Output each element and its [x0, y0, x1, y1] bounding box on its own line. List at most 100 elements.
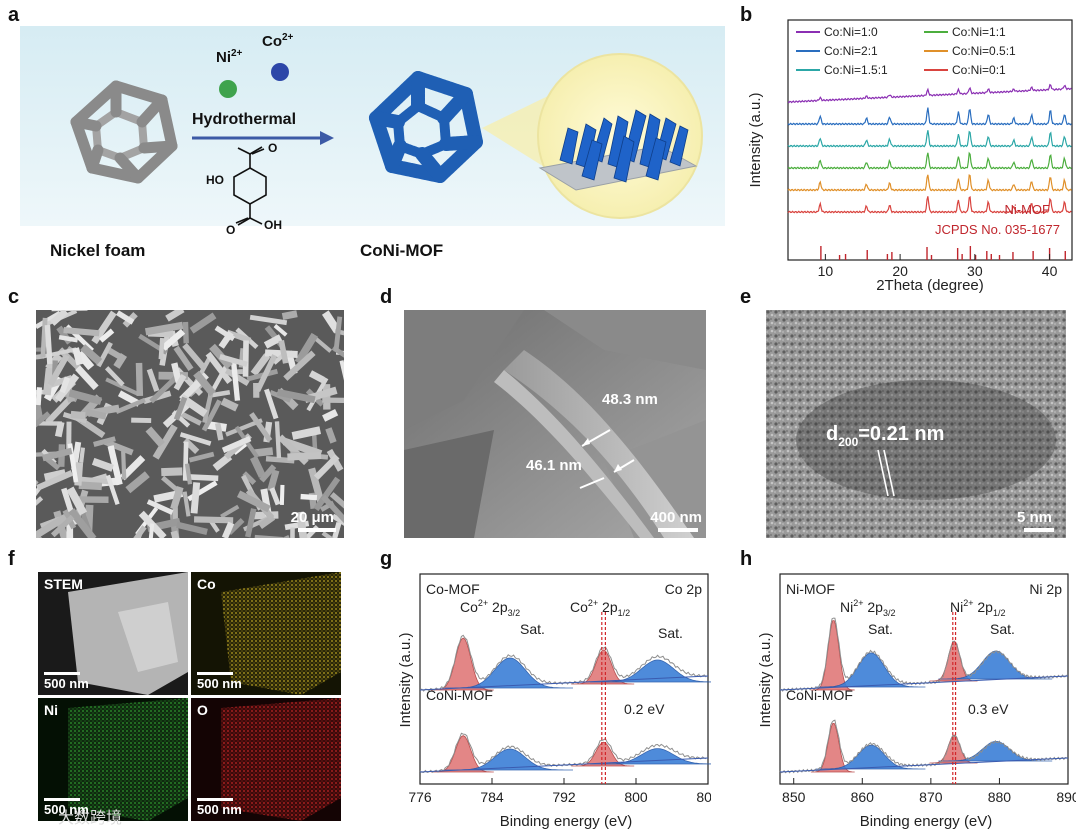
- hydrothermal-label: Hydrothermal: [192, 111, 296, 128]
- xrd-tick-label: 40: [1042, 263, 1058, 279]
- h-x-axis-label: Binding energy (eV): [860, 813, 993, 830]
- sem-flake: [115, 397, 146, 415]
- sem-flake: [125, 471, 150, 494]
- sem-flake: [36, 411, 51, 439]
- tile-scalebar-stem: [44, 672, 80, 675]
- xps-tick-label: 792: [552, 789, 576, 805]
- h-sat2-label: Sat.: [990, 621, 1015, 637]
- sem-flake: [41, 447, 73, 462]
- o-bottom-label: O: [226, 223, 235, 237]
- sem-flake: [74, 476, 112, 485]
- sem-flake: [77, 496, 109, 503]
- panel-label-b: b: [740, 4, 753, 26]
- sem-flake: [119, 455, 146, 481]
- sem-flake: [176, 521, 208, 535]
- nickel-foam-illustration: [70, 80, 178, 184]
- xrd-x-ticks: 10 20 30 40: [818, 254, 1058, 279]
- tile-scale-o: 500 nm: [197, 802, 242, 817]
- sem-flake: [253, 447, 274, 457]
- legend-entry-2: Co:Ni=2:1: [824, 44, 878, 58]
- d-spacing-label: d200=0.21 nm: [826, 423, 944, 449]
- xps-fit-peak: [571, 649, 635, 685]
- xrd-line-2: [787, 107, 1072, 126]
- sem-flake: [265, 455, 295, 464]
- sem-flake: [291, 426, 322, 440]
- xps-tick-label: 850: [782, 789, 806, 805]
- g-sat2-label: Sat.: [658, 625, 683, 641]
- sem-flake: [255, 354, 278, 392]
- g-x-axis-label: Binding energy (eV): [500, 813, 633, 830]
- xrd-reference-sticks: [820, 246, 1066, 260]
- g-top-sample-label: Co-MOF: [426, 581, 480, 597]
- sem-flake: [47, 353, 70, 387]
- sem-flake: [274, 421, 282, 459]
- sem-flake: [290, 527, 295, 538]
- co-map-tile: Co 500 nm: [191, 572, 341, 695]
- sem-flake: [103, 438, 134, 456]
- panel-label-e: e: [740, 286, 752, 308]
- sem-flake: [161, 328, 186, 351]
- sem-flake: [179, 432, 212, 446]
- sem-flake: [146, 499, 174, 515]
- co-ion-sphere: [271, 63, 289, 81]
- sem-flake: [158, 337, 165, 360]
- lattice-line-2: [883, 449, 895, 497]
- sem-flake: [207, 389, 231, 398]
- sem-flake: [308, 370, 325, 384]
- g-y-axis-label: Intensity (a.u.): [397, 632, 414, 727]
- h-y-axis-label: Intensity (a.u.): [757, 632, 774, 727]
- thickness-label-1: 48.3 nm: [602, 391, 658, 408]
- sem-flake: [116, 310, 135, 325]
- sem-flake: [148, 523, 155, 538]
- sem-flake: [278, 340, 289, 364]
- sem-flake: [183, 473, 219, 482]
- sem-flake: [313, 454, 340, 480]
- sem-flake: [75, 365, 99, 391]
- xrd-legend: Co:Ni=1:0 Co:Ni=2:1 Co:Ni=1.5:1 Co:Ni=1:1 Co…: [796, 25, 1016, 77]
- legend-entry-3: Co:Ni=1.5:1: [824, 63, 888, 77]
- scale-label-e: 5 nm: [1017, 509, 1052, 526]
- sem-flake: [190, 482, 201, 514]
- xps-background: [419, 757, 709, 773]
- sem-flake: [79, 447, 86, 463]
- mof-nanosheets: [559, 109, 689, 183]
- nanosheet-edge: [504, 350, 694, 538]
- reference-label-1: Ni-MOF: [1005, 202, 1051, 217]
- panel-label-a: a: [8, 4, 20, 26]
- sem-flake: [105, 474, 120, 505]
- sem-flake: [193, 516, 234, 524]
- sem-flake: [161, 467, 183, 477]
- xps-fit-peak: [590, 748, 711, 765]
- sem-flake: [205, 351, 233, 384]
- sem-flake: [322, 409, 339, 422]
- xps-fit-peak: [810, 620, 855, 691]
- sem-flake: [173, 396, 188, 421]
- sem-flake: [121, 451, 127, 480]
- sem-image-c: 20 μm: [36, 310, 344, 538]
- xrd-frame: [787, 19, 1073, 261]
- lattice-line-1: [877, 449, 889, 497]
- nickel-foam-caption: Nickel foam: [50, 241, 145, 260]
- sem-flake: [264, 388, 279, 420]
- panel-label-h: h: [740, 548, 753, 570]
- tile-scalebar-co: [197, 672, 233, 675]
- sem-flake: [43, 367, 54, 396]
- sem-flake: [220, 397, 239, 412]
- sem-flake: [250, 353, 271, 377]
- oh-label: OH: [264, 218, 282, 232]
- xrd-x-axis-label: 2Theta (degree): [876, 277, 984, 294]
- sem-flake: [170, 486, 184, 511]
- sem-flake: [321, 531, 344, 538]
- sem-flake: [72, 347, 84, 366]
- sem-flake: [281, 310, 298, 321]
- scale-bar-c: [298, 528, 336, 532]
- scale-bar-d: [658, 528, 698, 532]
- sem-flake: [113, 352, 128, 369]
- legend-entry-4: Co:Ni=1:1: [952, 25, 1006, 39]
- sem-flake: [182, 321, 189, 344]
- xrd-y-axis-label: Intensity (a.u.): [747, 92, 764, 187]
- sem-flake: [263, 334, 283, 349]
- sem-flake: [49, 310, 69, 326]
- sem-flake: [91, 457, 114, 472]
- g-shift-label: 0.2 eV: [624, 701, 665, 717]
